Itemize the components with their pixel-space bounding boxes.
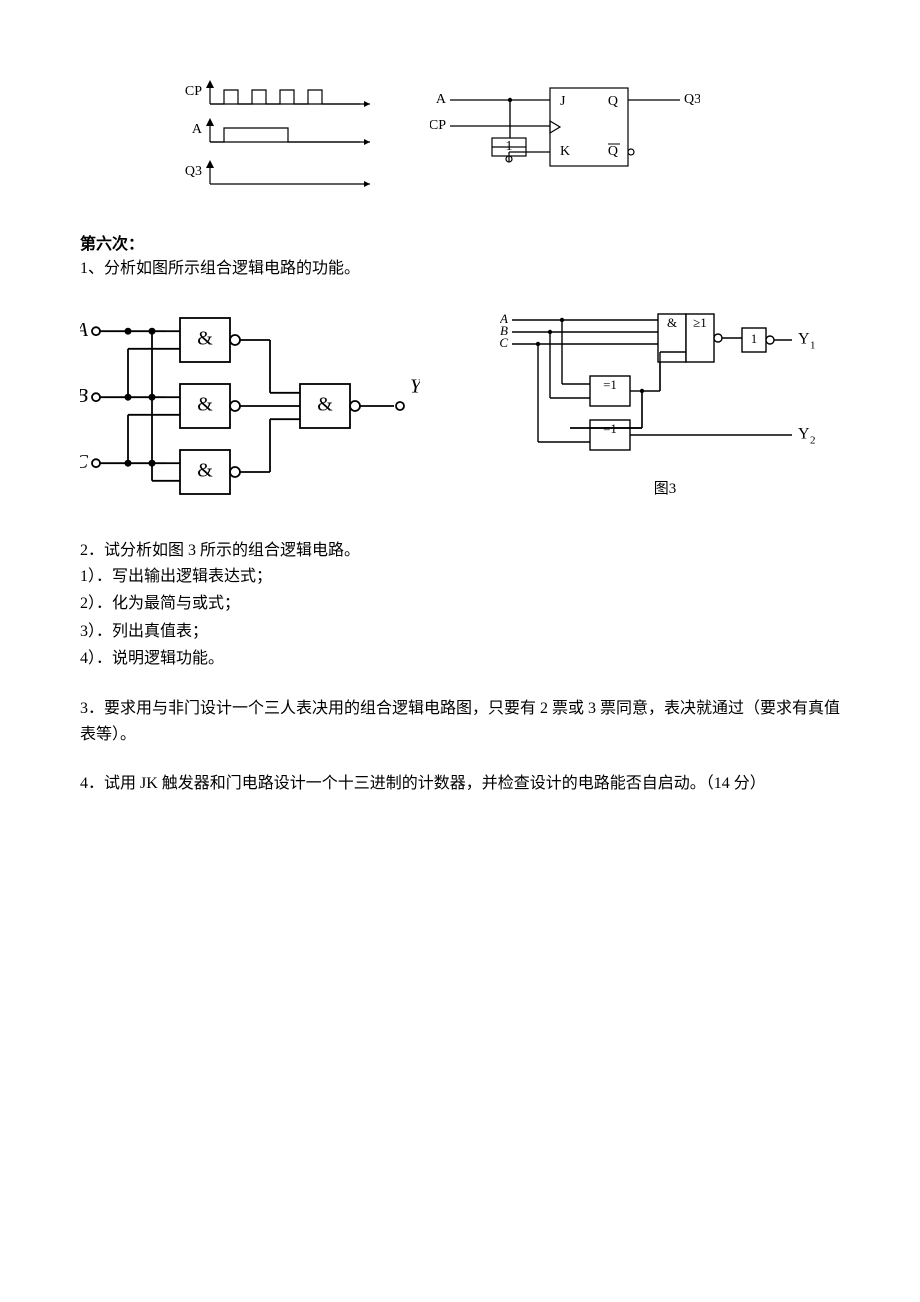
question-2-sub-1: 1）．写出输出逻辑表达式； xyxy=(80,563,840,590)
mid-figures-row: &&&&ABCY &≥11=1=1ABCY1Y2 图3 xyxy=(80,308,840,508)
page: CP A Q3 J K Q Q A 1 CP Q3 第六次： 1、分析如图所示组合逻辑电路的功能。… xyxy=(0,0,920,837)
svg-text:CP: CP xyxy=(185,84,202,99)
svg-text:C: C xyxy=(500,335,508,350)
svg-text:A: A xyxy=(192,122,203,137)
figure-3-diagram: &≥11=1=1ABCY1Y2 xyxy=(500,308,830,468)
svg-text:CP: CP xyxy=(430,118,446,133)
svg-text:&: & xyxy=(667,315,677,330)
jk-flipflop-diagram: JKQQA1CPQ3 xyxy=(430,80,700,180)
svg-text:&: & xyxy=(197,393,213,415)
svg-text:B: B xyxy=(80,384,88,406)
question-1: 1、分析如图所示组合逻辑电路的功能。 xyxy=(80,256,840,282)
question-4: 4．试用 JK 触发器和门电路设计一个十三进制的计数器，并检查设计的电路能否自启… xyxy=(80,771,840,797)
svg-text:≥1: ≥1 xyxy=(693,315,707,330)
timing-diagram: CP A Q3 xyxy=(170,80,390,210)
question-2-sub-4: 4）．说明逻辑功能。 xyxy=(80,645,840,672)
question-2: 2．试分析如图 3 所示的组合逻辑电路。 xyxy=(80,538,840,564)
svg-text:2: 2 xyxy=(810,434,816,446)
svg-text:A: A xyxy=(80,318,89,340)
svg-text:&: & xyxy=(197,327,213,349)
question-3: 3．要求用与非门设计一个三人表决用的组合逻辑电路图，只要有 2 票或 3 票同意… xyxy=(80,696,840,747)
figure-3-block: &≥11=1=1ABCY1Y2 图3 xyxy=(500,308,830,498)
svg-text:&: & xyxy=(317,393,333,415)
nand-circuit-diagram: & & & & A B C Y xyxy=(80,308,420,508)
svg-text:Q: Q xyxy=(608,144,618,159)
svg-text:J: J xyxy=(560,94,566,109)
svg-text:A: A xyxy=(436,92,447,107)
svg-text:Q3: Q3 xyxy=(684,92,700,107)
svg-text:Y: Y xyxy=(798,330,810,347)
svg-text:Y: Y xyxy=(410,375,420,397)
top-figures-row: CPAQ3 JKQQA1CPQ3 xyxy=(170,80,840,210)
question-2-sub-3: 3）．列出真值表； xyxy=(80,618,840,645)
section-6-heading: 第六次： xyxy=(80,230,840,254)
svg-text:Y: Y xyxy=(798,425,810,442)
figure-3-caption: 图3 xyxy=(500,477,830,498)
svg-text:&: & xyxy=(197,459,213,481)
svg-text:1: 1 xyxy=(810,339,816,351)
svg-text:=1: =1 xyxy=(603,377,617,392)
question-2-sub-2: 2）．化为最简与或式； xyxy=(80,590,840,617)
svg-text:Q: Q xyxy=(608,94,618,109)
svg-text:1: 1 xyxy=(751,331,758,346)
svg-text:K: K xyxy=(560,144,570,159)
svg-text:C: C xyxy=(80,450,89,472)
svg-text:Q3: Q3 xyxy=(185,164,202,179)
